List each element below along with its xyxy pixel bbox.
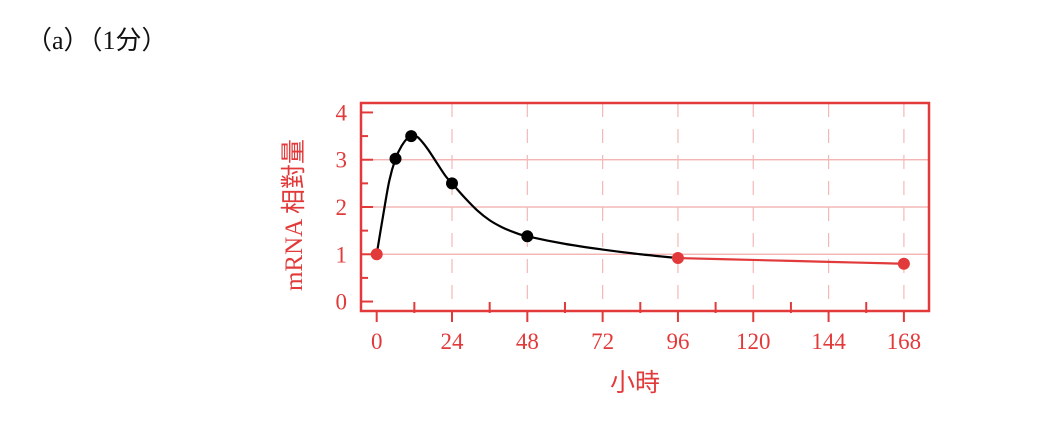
- label-layer: 0 1 2 3 4 0 24 48 72 96 120 144 168 小時 mRNA 相對量: [280, 100, 921, 397]
- x-tick-label-96: 96: [666, 329, 689, 354]
- y-axis-label: mRNA 相對量: [280, 139, 308, 291]
- x-axis-label: 小時: [610, 369, 660, 397]
- data-point-96: [671, 252, 684, 265]
- data-point-24: [446, 177, 459, 190]
- y-tick-label-4: 4: [336, 100, 348, 125]
- question-label: （a）（1分）: [26, 26, 168, 55]
- y-tick-label-3: 3: [336, 148, 348, 173]
- data-point-0: [370, 248, 383, 261]
- y-tick-label-1: 1: [336, 242, 348, 267]
- data-point-11: [405, 130, 418, 143]
- point-layer: [370, 130, 910, 270]
- data-point-168: [897, 257, 910, 270]
- x-tick-label-120: 120: [736, 329, 771, 354]
- x-tick-label-48: 48: [516, 329, 539, 354]
- x-tick-label-144: 144: [811, 329, 846, 354]
- x-tick-label-0: 0: [371, 329, 383, 354]
- y-tick-label-2: 2: [336, 195, 348, 220]
- x-tick-label-72: 72: [591, 329, 614, 354]
- data-point-6: [389, 152, 402, 165]
- x-tick-label-168: 168: [887, 329, 922, 354]
- grid-layer: [361, 103, 929, 311]
- series-curve-tail: [677, 256, 904, 265]
- y-tick-label-0: 0: [336, 290, 348, 315]
- curve-layer: [375, 134, 904, 265]
- x-tick-label-24: 24: [441, 329, 465, 354]
- data-point-48: [521, 230, 534, 243]
- axis-layer: [359, 101, 931, 322]
